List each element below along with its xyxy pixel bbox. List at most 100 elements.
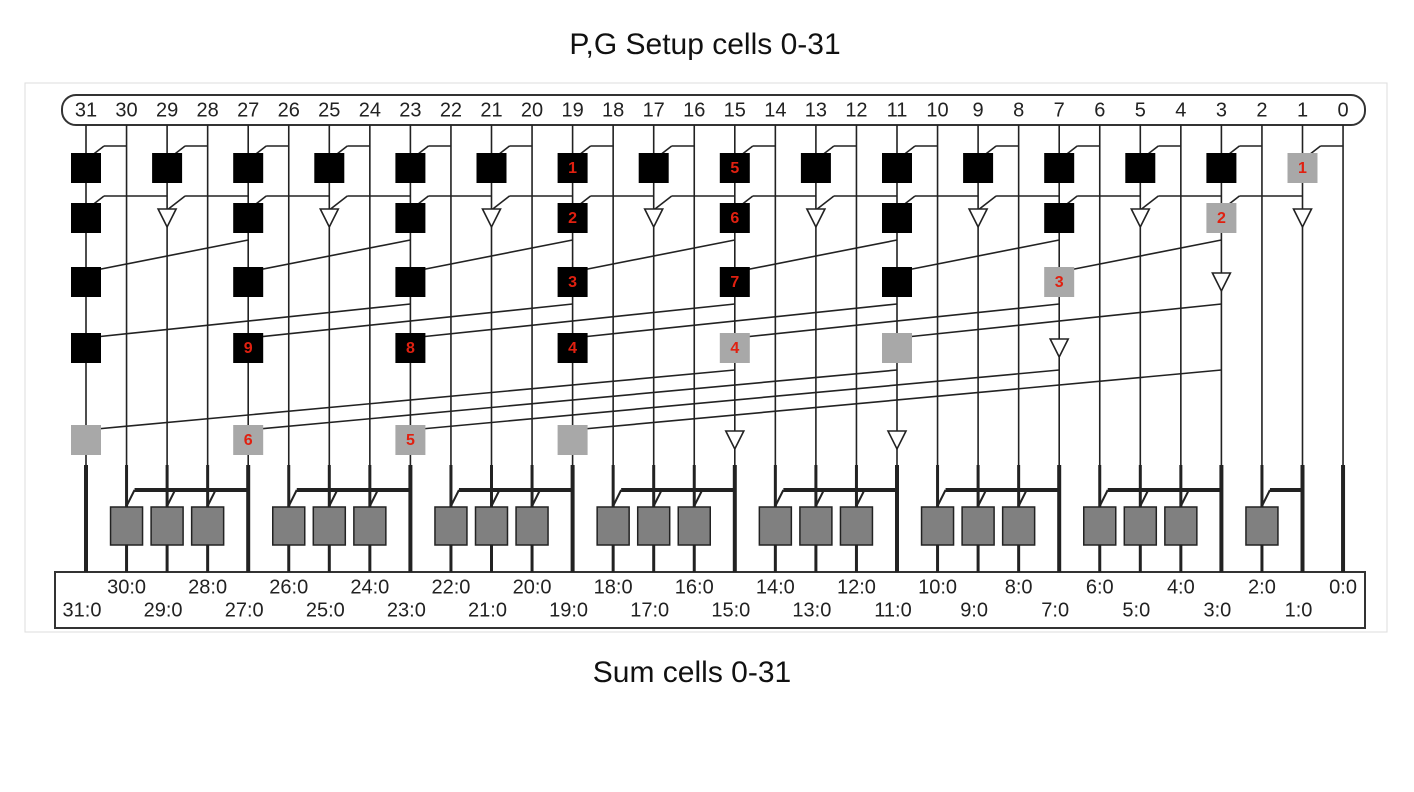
wire [896,303,1222,339]
output-label: 13:0 [792,599,831,621]
bit-label: 22 [440,99,462,121]
bit-label: 20 [521,99,543,121]
output-label: 8:0 [1005,576,1033,598]
bit-label: 29 [156,99,178,121]
sum-cell [920,506,955,546]
output-label: 15:0 [711,599,750,621]
sum-cell [515,506,549,546]
sum-cell [1164,506,1198,546]
output-label: 4:0 [1167,576,1195,598]
output-label: 31:0 [63,599,102,621]
wire [206,489,217,507]
wire [855,489,866,507]
black-cell [719,267,750,297]
buffer [643,208,664,229]
buffer [886,430,908,451]
wire [572,369,1222,431]
cell-label: 6 [244,432,253,449]
wire [572,303,898,339]
cell-label: 8 [406,340,415,357]
bit-label: 27 [237,99,259,121]
wire [977,195,997,211]
wire [85,239,249,273]
wire [410,369,1060,431]
wire [85,303,411,339]
wire [248,369,898,431]
bit-label: 17 [643,99,665,121]
black-cell [882,267,912,297]
cell-label: 4 [568,340,577,357]
output-label: 12:0 [837,576,876,598]
cell-label: 5 [730,160,739,177]
wire [248,303,573,339]
black-cell [476,153,507,183]
sum-cell [758,506,793,546]
buffer [1292,208,1313,229]
black-cell [1044,203,1075,233]
wire [815,195,835,211]
output-label: 23:0 [387,599,426,621]
wire [531,489,541,507]
output-label: 19:0 [549,599,588,621]
wire [368,489,379,507]
bit-label: 18 [602,99,624,121]
wire [248,239,411,273]
network: 31 30 29 28 27 26 25 24 23 22 21 20 19 18 17 16 15 14 13 12… [63,99,1357,621]
footer: Sum cells 0-31 [593,656,791,689]
bit-label: 0 [1337,99,1348,121]
bit-label: 21 [480,99,502,121]
output-label: 25:0 [306,599,345,621]
bit-label: 7 [1054,99,1065,121]
bit-label: 23 [399,99,421,121]
sum-cell [312,506,347,546]
sum-cell [1001,506,1036,546]
output-label: 16:0 [675,576,714,598]
black-cell [800,153,831,183]
sum-cell [150,506,184,546]
cell-label: 9 [244,340,253,357]
gray-cell [719,333,750,363]
wire [572,239,735,273]
gray-cell [71,425,101,455]
black-cell [395,153,426,183]
output-label: 3:0 [1203,599,1231,621]
sum-cell [1083,506,1117,546]
wire [1098,489,1109,507]
wire [491,195,510,211]
bit-label: 5 [1135,99,1146,121]
buffer [724,430,746,451]
sum-cell [1245,506,1279,546]
output-label: 27:0 [225,599,264,621]
gray-cell [1044,267,1075,297]
cell-label: 3 [568,274,577,291]
bit-label: 9 [973,99,984,121]
output-label: 11:0 [874,599,911,621]
sum-cell [272,506,306,546]
black-cell [233,267,264,297]
sum-cell [109,506,144,546]
black-cell [71,267,101,297]
title: P,G Setup cells 0-31 [569,28,840,61]
wire [734,303,1060,339]
sum-cell [961,506,995,546]
output-label: 14:0 [756,576,795,598]
output-label: 0:0 [1329,576,1357,598]
buffer [805,208,827,229]
wire [652,489,663,507]
buffer [967,208,989,229]
buffer [481,208,502,229]
wire [977,489,987,507]
gray-cell [233,425,264,455]
wire [125,489,136,507]
output-label: 22:0 [431,576,470,598]
buffer [1211,272,1232,293]
bit-label: 6 [1094,99,1105,121]
cell-label: 1 [568,160,577,177]
cell-label: 7 [730,274,739,291]
wire [1059,239,1222,273]
cell-label: 5 [406,432,415,449]
output-label: 1:0 [1285,599,1313,621]
bit-label: 4 [1175,99,1186,121]
bit-label: 26 [278,99,300,121]
